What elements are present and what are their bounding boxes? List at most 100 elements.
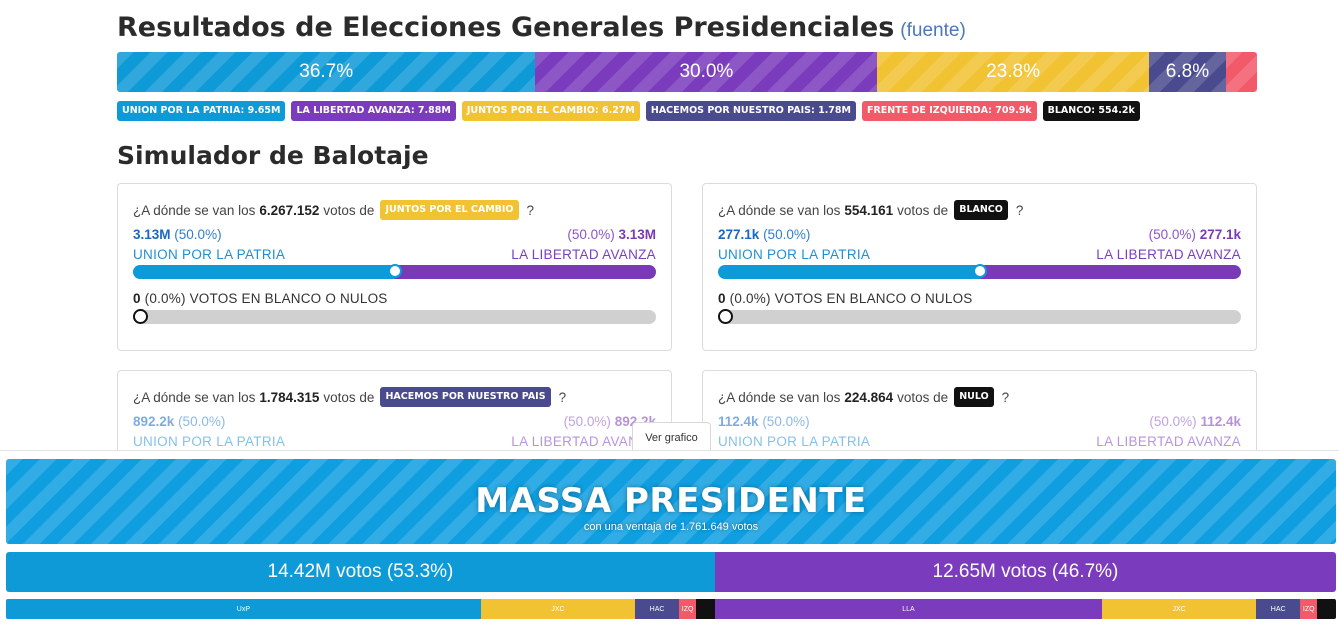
slider-left-fill xyxy=(718,265,980,279)
right-candidate-label: LA LIBERTAD AVANZA xyxy=(511,247,656,262)
origin-segment: HAC xyxy=(1256,599,1301,619)
results-segment: 36.7% xyxy=(117,52,536,92)
blank-null-handle[interactable] xyxy=(718,309,733,324)
slider-right-fill xyxy=(979,265,1241,279)
source-link[interactable]: (fuente) xyxy=(900,20,966,41)
right-value: 277.1k xyxy=(1199,227,1241,242)
legend-badge: LA LIBERTAD AVANZA: 7.88M xyxy=(291,101,456,121)
right-candidate-label: LA LIBERTAD AVANZA xyxy=(511,434,656,449)
left-votes: 3.13M (50.0%) xyxy=(133,227,222,242)
page-title-text: Resultados de Elecciones Generales Presi… xyxy=(117,12,895,43)
left-value: 277.1k xyxy=(718,227,760,242)
left-percent: (50.0%) xyxy=(174,227,222,242)
question-mid: votos de xyxy=(897,389,949,405)
question-mid: votos de xyxy=(897,202,949,218)
right-value: 3.13M xyxy=(618,227,656,242)
right-percent: (50.0%) xyxy=(567,227,615,242)
slider-left-fill xyxy=(133,265,395,279)
legend-badge: JUNTOS POR EL CAMBIO: 6.27M xyxy=(461,101,640,121)
simulator-card: ¿A dónde se van los 554.161 votos de BLANCO… xyxy=(702,183,1257,351)
vote-origin-bar: UxP JXC HAC IZQ LLA JXC HAC IZQ xyxy=(6,599,1336,619)
blank-null-handle[interactable] xyxy=(133,309,148,324)
right-candidate-label: LA LIBERTAD AVANZA xyxy=(1096,434,1241,449)
results-bar: 36.7% 30.0% 23.8% 6.8% xyxy=(117,52,1257,92)
question-votes: 554.161 xyxy=(844,202,894,218)
card-question: ¿A dónde se van los 224.864 votos de NULO? xyxy=(718,387,1009,407)
question-votes: 1.784.315 xyxy=(259,389,320,405)
right-value: 112.4k xyxy=(1200,414,1241,429)
question-suffix: ? xyxy=(1015,202,1024,218)
question-prefix: ¿A dónde se van los xyxy=(718,389,841,405)
question-prefix: ¿A dónde se van los xyxy=(133,202,256,218)
left-percent: (50.0%) xyxy=(763,227,811,242)
ballotage-result-panel: MASSA PRESIDENTE con una ventaja de 1.76… xyxy=(0,450,1339,632)
view-chart-tab[interactable]: Ver grafico xyxy=(632,422,711,452)
left-candidate-label: UNION POR LA PATRIA xyxy=(718,247,871,262)
slider-handle[interactable] xyxy=(972,264,987,278)
card-question: ¿A dónde se van los 1.784.315 votos de HACE… xyxy=(133,387,566,407)
results-segment: 6.8% xyxy=(1148,52,1227,92)
question-prefix: ¿A dónde se van los xyxy=(133,389,256,405)
winner-margin: con una ventaja de 1.761.649 votos xyxy=(583,521,759,533)
card-question: ¿A dónde se van los 554.161 votos de BLANCO… xyxy=(718,200,1023,220)
party-badge: HACEMOS POR NUESTRO PAIS xyxy=(380,387,551,407)
right-votes: (50.0%) 277.1k xyxy=(1149,227,1241,242)
left-votes: 112.4k (50.0%) xyxy=(718,414,810,429)
origin-segment: IZQ xyxy=(1300,599,1318,619)
question-suffix: ? xyxy=(558,389,567,405)
blank-null-slider[interactable] xyxy=(718,309,1241,324)
left-candidate-label: UNION POR LA PATRIA xyxy=(133,247,286,262)
left-candidate-label: UNION POR LA PATRIA xyxy=(133,434,286,449)
blank-null-text: VOTOS EN BLANCO O NULOS xyxy=(774,291,973,306)
party-badge: JUNTOS POR EL CAMBIO xyxy=(380,200,519,220)
winner-banner: MASSA PRESIDENTE con una ventaja de 1.76… xyxy=(6,459,1336,544)
question-votes: 6.267.152 xyxy=(259,202,320,218)
blank-null-percent: (0.0%) xyxy=(729,291,771,306)
left-value: 892.2k xyxy=(133,414,175,429)
final-segment: 12.65M votos (46.7%) xyxy=(714,552,1336,592)
blank-null-percent: (0.0%) xyxy=(144,291,186,306)
page-title: Resultados de Elecciones Generales Presi… xyxy=(117,12,966,43)
origin-segment: UxP xyxy=(6,599,481,619)
final-segment: 14.42M votos (53.3%) xyxy=(6,552,715,592)
left-votes: 892.2k (50.0%) xyxy=(133,414,225,429)
question-mid: votos de xyxy=(323,202,375,218)
blank-null-value: 0 xyxy=(133,291,141,306)
right-percent: (50.0%) xyxy=(563,414,611,429)
split-slider[interactable] xyxy=(718,264,1241,279)
blank-null-slider[interactable] xyxy=(133,309,656,324)
results-segment: 23.8% xyxy=(877,52,1149,92)
origin-segment: HAC xyxy=(635,599,679,619)
legend-badge: HACEMOS POR NUESTRO PAIS: 1.78M xyxy=(645,101,856,121)
slider-handle[interactable] xyxy=(387,264,402,278)
split-slider[interactable] xyxy=(133,264,656,279)
question-suffix: ? xyxy=(1001,389,1010,405)
left-percent: (50.0%) xyxy=(762,414,810,429)
blank-null-label: 0 (0.0%) VOTOS EN BLANCO O NULOS xyxy=(718,291,973,306)
left-value: 112.4k xyxy=(718,414,759,429)
left-percent: (50.0%) xyxy=(178,414,226,429)
blank-null-text: VOTOS EN BLANCO O NULOS xyxy=(189,291,388,306)
party-badge: BLANCO xyxy=(954,200,1008,220)
left-votes: 277.1k (50.0%) xyxy=(718,227,810,242)
origin-segment: IZQ xyxy=(678,599,697,619)
winner-headline: MASSA PRESIDENTE xyxy=(475,481,867,521)
right-votes: (50.0%) 112.4k xyxy=(1149,414,1241,429)
origin-segment xyxy=(1317,599,1336,619)
card-question: ¿A dónde se van los 6.267.152 votos de JUNT… xyxy=(133,200,534,220)
origin-segment: JXC xyxy=(480,599,636,619)
legend-badge: UNION POR LA PATRIA: 9.65M xyxy=(117,101,286,121)
legend-badge: FRENTE DE IZQUIERDA: 709.9k xyxy=(861,101,1037,121)
left-value: 3.13M xyxy=(133,227,171,242)
right-percent: (50.0%) xyxy=(1148,227,1196,242)
right-votes: (50.0%) 3.13M xyxy=(567,227,656,242)
question-prefix: ¿A dónde se van los xyxy=(718,202,841,218)
simulator-card: ¿A dónde se van los 6.267.152 votos de JUNT… xyxy=(117,183,672,351)
question-mid: votos de xyxy=(323,389,375,405)
left-candidate-label: UNION POR LA PATRIA xyxy=(718,434,871,449)
question-votes: 224.864 xyxy=(844,389,894,405)
slider-right-fill xyxy=(394,265,656,279)
results-segment xyxy=(1226,52,1257,92)
simulator-title: Simulador de Balotaje xyxy=(117,141,429,170)
right-percent: (50.0%) xyxy=(1149,414,1197,429)
